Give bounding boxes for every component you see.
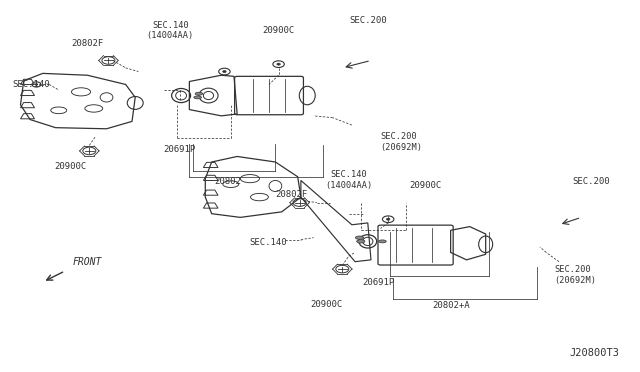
Text: SEC.140: SEC.140 [249,238,287,247]
Text: SEC.140: SEC.140 [13,80,51,89]
Text: SEC.200: SEC.200 [572,177,610,186]
Text: 20900C: 20900C [54,162,86,171]
Ellipse shape [194,96,202,99]
Text: SEC.200: SEC.200 [349,16,387,25]
Text: 20900C: 20900C [310,301,342,310]
Circle shape [277,63,280,65]
Ellipse shape [195,92,203,95]
Text: SEC.200
(20692M): SEC.200 (20692M) [554,265,596,285]
Text: 20802F: 20802F [275,190,307,199]
Circle shape [387,218,390,220]
Ellipse shape [356,240,365,243]
Text: SEC.140
(14004AA): SEC.140 (14004AA) [325,170,372,190]
Circle shape [223,71,226,73]
Text: 20802: 20802 [214,177,241,186]
Text: 20802F: 20802F [71,39,104,48]
Text: 20900C: 20900C [262,26,294,35]
Text: 20691P: 20691P [164,145,196,154]
Circle shape [35,84,38,85]
Text: FRONT: FRONT [73,257,102,267]
Text: SEC.200
(20692M): SEC.200 (20692M) [381,132,422,152]
Ellipse shape [355,236,364,239]
Text: J20800T3: J20800T3 [570,348,620,358]
Text: 20802+A: 20802+A [432,301,470,310]
Text: 20691P: 20691P [362,278,395,287]
Ellipse shape [379,240,387,243]
Text: 20900C: 20900C [409,181,441,190]
Text: SEC.140
(14004AA): SEC.140 (14004AA) [147,21,194,40]
